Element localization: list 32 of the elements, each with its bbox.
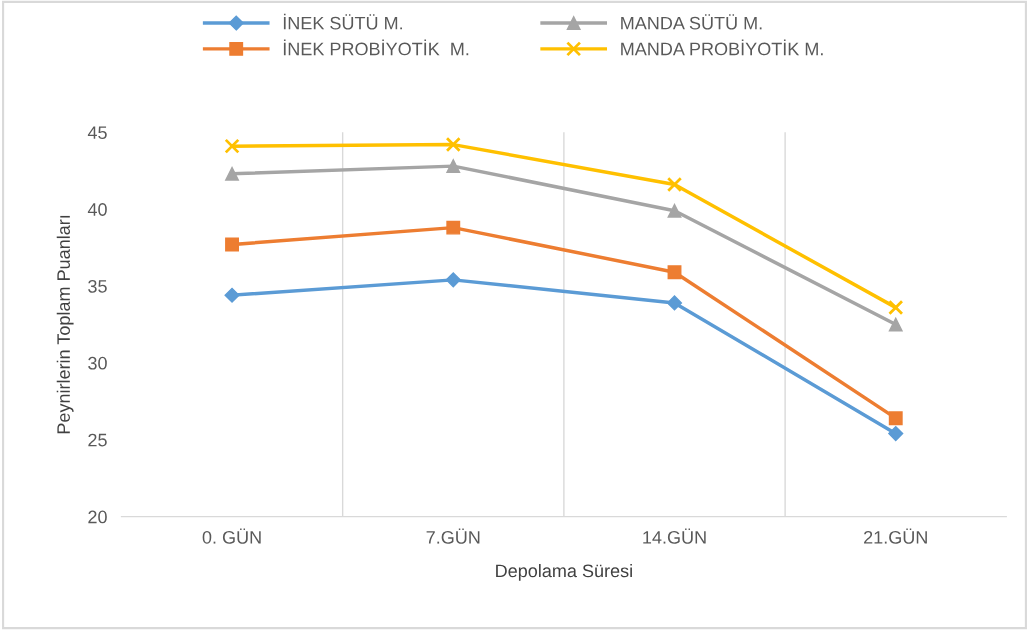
point bbox=[666, 295, 683, 311]
point bbox=[666, 176, 683, 193]
y-tick-label: 40 bbox=[87, 203, 107, 216]
point bbox=[446, 220, 461, 235]
point bbox=[888, 411, 903, 426]
point bbox=[888, 317, 903, 332]
x-axis-title: Depolama Süresi bbox=[496, 563, 632, 581]
point bbox=[667, 203, 682, 218]
y-tick-label: 20 bbox=[88, 510, 107, 524]
y-axis-title: Peynirlerin Toplam Puanları bbox=[56, 215, 74, 434]
point bbox=[224, 138, 240, 154]
point bbox=[888, 299, 904, 316]
x-tick-label: 21.GÜN bbox=[864, 528, 927, 544]
point bbox=[225, 237, 239, 252]
point bbox=[224, 287, 240, 303]
point bbox=[445, 136, 461, 153]
point bbox=[446, 159, 461, 174]
y-tick-label: 35 bbox=[88, 279, 107, 293]
legend-label: İNEK PROBİYOTİK M. bbox=[283, 39, 469, 56]
y-tick-label: 45 bbox=[87, 126, 107, 140]
legend-label: MANDA PROBİYOTİK M. bbox=[621, 39, 823, 56]
point bbox=[667, 265, 682, 280]
legend-label: İNEK SÜTÜ M. bbox=[283, 13, 402, 30]
point bbox=[888, 426, 904, 442]
x-tick-label: 7.GÜN bbox=[426, 528, 480, 544]
y-tick-label: 25 bbox=[88, 433, 107, 447]
point bbox=[225, 166, 239, 181]
x-tick-label: 0. GÜN bbox=[202, 528, 261, 544]
x-tick-label: 14.GÜN bbox=[643, 528, 706, 544]
y-tick-label: 30 bbox=[88, 356, 107, 370]
legend-label: MANDA SÜTÜ M. bbox=[621, 14, 762, 30]
point bbox=[445, 272, 461, 288]
